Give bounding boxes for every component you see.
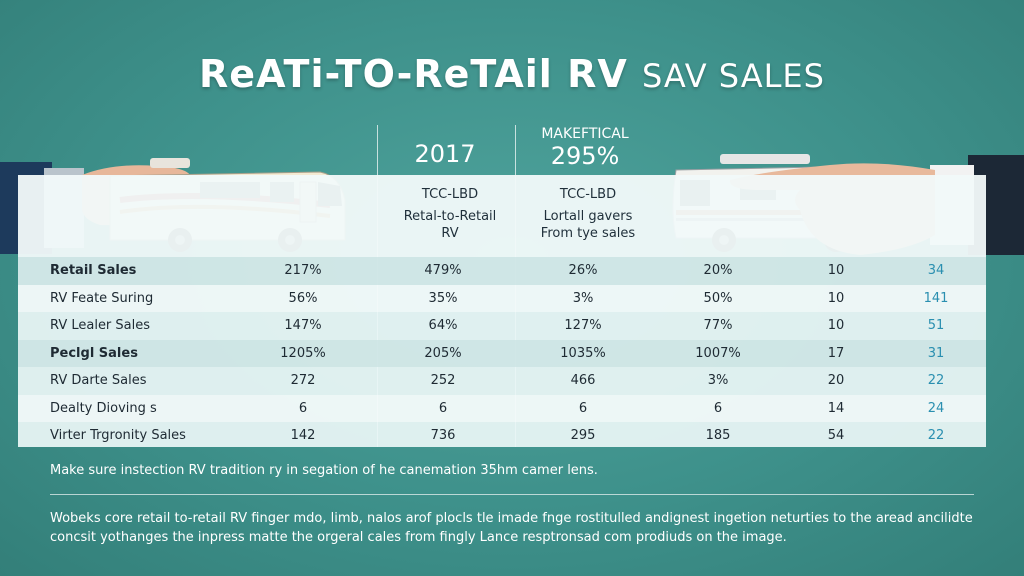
table-cell: 22 (927, 428, 945, 443)
table-cell: 1035% (560, 345, 606, 361)
table-cell: 10 (827, 290, 845, 306)
header-year: 2017 (414, 140, 476, 168)
table-cell: 31 (927, 345, 945, 361)
table-cell: 1007% (695, 345, 741, 361)
table-cell: 14 (827, 400, 845, 416)
header-top-label: MAKEFTICAL (541, 126, 629, 142)
header-shade (18, 175, 986, 257)
table-cell: 10 (827, 263, 845, 278)
table-cell: 26% (568, 263, 598, 278)
col1-desc-line2: RV (441, 226, 459, 241)
table-cell: 64% (428, 318, 458, 333)
col1-desc-line1: Retal-to-Retail (403, 209, 497, 224)
col2-desc-line1: Lortall gavers (543, 209, 633, 224)
table-cell: 141 (923, 290, 949, 306)
note-line-1: Make sure instection RV tradition ry in … (50, 463, 598, 478)
table-cell: 54 (827, 428, 845, 443)
table-cell: 56% (288, 290, 318, 306)
table-cell: 3% (707, 373, 729, 388)
table-cell: 34 (927, 263, 945, 278)
table-row-shade (18, 394, 986, 422)
table-cell: 20 (827, 373, 845, 388)
table-cell: 77% (703, 318, 733, 333)
table-cell: 142 (290, 428, 316, 443)
table-cell: 185 (705, 428, 731, 443)
table-cell: 6 (578, 400, 588, 416)
row-label: RV Darte Sales (50, 373, 147, 388)
row-label: Dealty Dioving s (50, 400, 157, 416)
table-cell: 466 (570, 373, 596, 388)
table-cell: 20% (703, 263, 733, 278)
page-title: ReATi-TO-ReTAil RV SAV SALES (0, 52, 1024, 96)
table-cell: 147% (284, 318, 322, 333)
table-row-shade (18, 339, 986, 367)
title-sub: SAV SALES (641, 57, 825, 95)
row-label: RV Lealer Sales (50, 318, 151, 333)
table-cell: 24 (927, 400, 945, 416)
col2-desc-line2: From tye sales (540, 226, 636, 241)
table-cell: 6 (438, 400, 448, 416)
table-cell: 252 (430, 373, 456, 388)
table-cell: 3% (572, 290, 594, 306)
table-row-shade (18, 284, 986, 312)
table-cell: 50% (703, 290, 733, 306)
table-cell: 35% (428, 290, 458, 306)
table-cell: 217% (284, 263, 322, 278)
table-cell: 6 (713, 400, 723, 416)
data-table: TCC-LBD Retal-to-Retail RV TCC-LBD Lorta… (18, 175, 986, 447)
row-label: Virter Trgronity Sales (50, 428, 186, 443)
table-cell: 205% (424, 345, 462, 361)
table-row-shade (18, 257, 986, 285)
row-label: RV Feate Suring (50, 290, 154, 306)
notes-divider (50, 494, 974, 495)
table-cell: 10 (827, 318, 845, 333)
table-cell: 736 (430, 428, 456, 443)
header-big-percent: 295% (550, 142, 620, 170)
table-cell: 1205% (280, 345, 326, 361)
row-label: Retail Sales (50, 263, 137, 278)
table-cell: 127% (564, 318, 602, 333)
table-cell: 6 (298, 400, 308, 416)
table-cell: 51 (927, 318, 945, 333)
col2-code: TCC-LBD (559, 187, 617, 202)
row-label: Peclgl Sales (50, 345, 138, 361)
col1-code: TCC-LBD (421, 187, 479, 202)
table-cell: 22 (927, 373, 945, 388)
table-cell: 17 (827, 345, 845, 361)
table-cell: 272 (290, 373, 316, 388)
table-cell: 295 (570, 428, 596, 443)
title-main: ReATi-TO-ReTAil RV (199, 52, 628, 96)
note-line-2: Wobeks core retail to-retail RV finger m… (50, 511, 973, 545)
table-cell: 479% (424, 263, 462, 278)
